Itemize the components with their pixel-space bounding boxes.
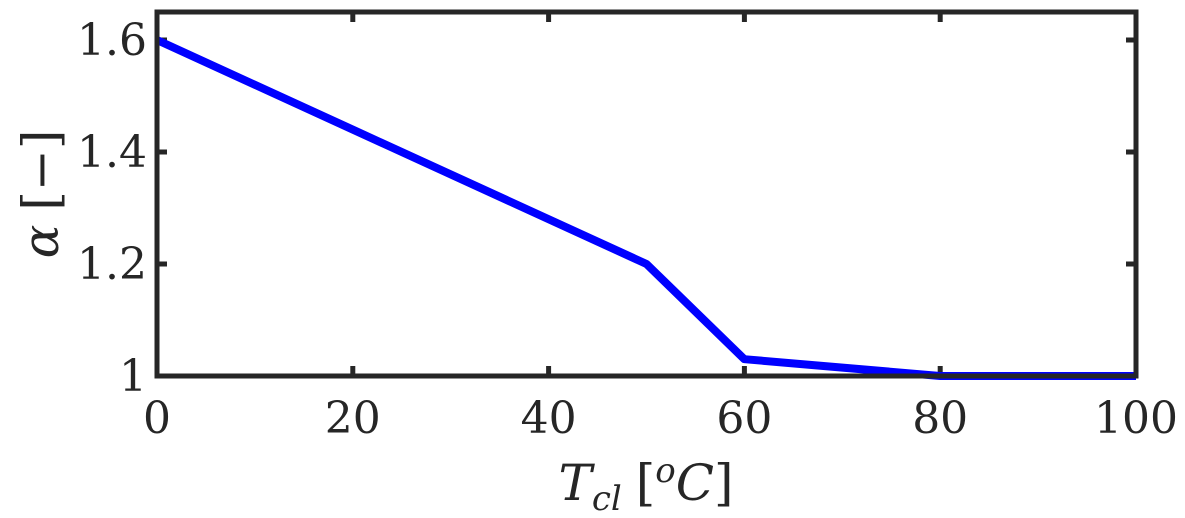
- y-tick-label: 1: [119, 351, 147, 402]
- x-tick-labels: 0 20 40 60 80 100: [143, 393, 1178, 444]
- x-axis-ticks: [154, 12, 1139, 376]
- plot-frame: [154, 9, 1139, 379]
- y-axis-label: α[−]: [12, 130, 70, 259]
- x-tick-label: 60: [716, 393, 772, 444]
- y-tick-label: 1.6: [77, 15, 147, 66]
- x-tick-label: 0: [143, 393, 171, 444]
- y-tick-label: 1.2: [77, 239, 147, 290]
- y-tick-label: 1.4: [77, 127, 147, 178]
- y-tick-labels: 1 1.2 1.4 1.6: [77, 15, 147, 402]
- x-tick-label: 100: [1094, 393, 1178, 444]
- series-line: [155, 36, 1136, 380]
- x-tick-label: 20: [325, 393, 381, 444]
- x-tick-label: 40: [521, 393, 577, 444]
- y-axis-ticks: [157, 37, 1136, 379]
- plot-series: [155, 36, 1136, 380]
- x-axis-label: Tcl [oC]: [558, 451, 733, 518]
- x-tick-label: 80: [912, 393, 968, 444]
